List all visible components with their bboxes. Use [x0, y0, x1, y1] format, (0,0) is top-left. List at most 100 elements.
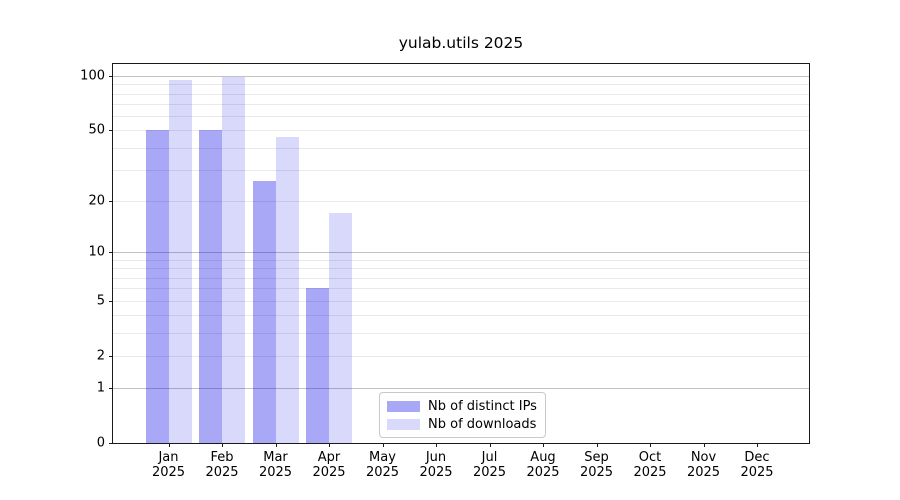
bar-nb-of-downloads: [168, 80, 192, 443]
x-tick-label: Jun 2025: [419, 450, 452, 480]
x-tick-mark: [329, 443, 330, 447]
x-tick-mark: [382, 443, 384, 447]
x-tick-month: Dec: [744, 450, 770, 465]
y-tick-mark: [109, 355, 113, 357]
x-tick-mark: [650, 443, 651, 447]
gridline-minor: [113, 130, 809, 132]
y-tick-label: 20: [88, 193, 105, 209]
x-tick-mark: [703, 443, 705, 447]
legend-label: Nb of downloads: [428, 416, 537, 432]
x-tick-month: Oct: [638, 450, 662, 465]
x-tick-mark: [168, 443, 170, 447]
x-tick-month: Jul: [481, 450, 498, 465]
y-tick-label: 50: [88, 122, 105, 138]
x-tick-year: 2025: [686, 465, 721, 480]
gridline-minor: [113, 169, 809, 171]
y-tick-mark: [109, 300, 113, 302]
x-tick-month: May: [369, 450, 396, 465]
x-tick-year: 2025: [472, 465, 507, 480]
gridline-minor: [113, 315, 809, 316]
x-tick-year: 2025: [419, 465, 453, 480]
x-tick-month: Feb: [210, 450, 234, 465]
bar-nb-of-downloads: [222, 76, 245, 443]
y-tick-label: 100: [80, 68, 105, 84]
gridline-minor: [113, 104, 809, 106]
x-tick-year: 2025: [312, 465, 346, 480]
x-tick-year: 2025: [151, 465, 186, 480]
y-tick-label: 10: [88, 244, 105, 260]
x-tick-label: Sep 2025: [580, 450, 613, 480]
x-tick-month: Mar: [263, 450, 288, 465]
x-tick-mark: [222, 443, 223, 447]
bar-nb-of-distinct-ips: [145, 130, 169, 443]
x-tick-month: Apr: [317, 450, 341, 465]
x-tick-mark: [436, 443, 437, 447]
x-tick-month: Jan: [158, 450, 179, 465]
x-tick-year: 2025: [633, 465, 667, 480]
gridline-minor: [113, 288, 809, 290]
gridline-minor: [113, 300, 809, 302]
y-tick-mark: [109, 443, 113, 444]
gridline-minor: [113, 84, 809, 86]
x-tick-label: May 2025: [366, 450, 399, 480]
x-tick-month: Nov: [690, 450, 717, 465]
y-tick-mark: [109, 387, 113, 389]
x-tick-year: 2025: [579, 465, 614, 480]
gridline-minor: [113, 332, 809, 334]
plot-area: 100 50 20 10 5 2 1 0 Jan 2025 Feb 2025 Mar 2025 Apr 202…: [80, 63, 810, 480]
x-tick-label: Mar 2025: [259, 450, 292, 480]
x-tick-mark: [489, 443, 491, 447]
x-tick-year: 2025: [258, 465, 293, 480]
x-tick-year: 2025: [526, 465, 560, 480]
gridline-minor: [113, 277, 809, 279]
y-tick-label: 0: [96, 435, 105, 451]
gridline-major: [113, 387, 809, 389]
x-tick-label: Jan 2025: [152, 450, 185, 480]
x-tick-year: 2025: [205, 465, 239, 480]
legend-row: Nb of distinct IPs: [387, 399, 538, 414]
x-tick-label: Feb 2025: [205, 450, 238, 480]
x-tick-month: Aug: [530, 450, 556, 465]
y-tick-label: 2: [96, 348, 105, 364]
legend: Nb of distinct IPs Nb of downloads: [379, 392, 546, 438]
y-tick-mark: [109, 200, 113, 202]
x-tick-month: Jun: [425, 450, 447, 465]
gridline-minor: [113, 200, 809, 202]
x-tick-label: Jul 2025: [473, 450, 506, 480]
legend-swatch: [387, 400, 420, 412]
gridline-minor: [113, 268, 809, 270]
x-tick-mark: [757, 443, 758, 447]
y-tick-label: 5: [96, 293, 105, 309]
legend-row: Nb of downloads: [387, 417, 538, 432]
gridline-major: [113, 76, 809, 77]
bar-nb-of-distinct-ips: [252, 180, 276, 443]
gridline-minor: [113, 355, 809, 357]
y-tick-mark: [109, 130, 113, 132]
y-tick-mark: [109, 76, 113, 77]
y-tick-label: 1: [96, 380, 105, 396]
x-tick-mark: [275, 443, 277, 447]
legend-swatch: [387, 418, 420, 430]
bar-nb-of-downloads: [329, 213, 352, 443]
y-tick-mark: [109, 252, 113, 254]
gridline-minor: [113, 116, 809, 118]
gridline-minor: [113, 147, 809, 149]
x-tick-mark: [596, 443, 598, 447]
gridline-minor: [113, 259, 809, 261]
chart-title: yulab.utils 2025: [398, 34, 524, 52]
x-tick-year: 2025: [740, 465, 774, 480]
x-tick-label: Oct 2025: [633, 450, 666, 480]
gridline-minor: [113, 93, 809, 95]
gridline-major: [113, 252, 809, 254]
x-tick-label: Apr 2025: [312, 450, 345, 480]
x-tick-label: Nov 2025: [687, 450, 720, 480]
x-tick-mark: [543, 443, 544, 447]
x-tick-label: Aug 2025: [526, 450, 559, 480]
bar-nb-of-distinct-ips: [199, 130, 222, 443]
bar-nb-of-downloads: [275, 136, 299, 443]
legend-label: Nb of distinct IPs: [428, 398, 537, 414]
x-tick-month: Sep: [584, 450, 609, 465]
bar-nb-of-distinct-ips: [306, 288, 329, 443]
x-tick-label: Dec 2025: [740, 450, 773, 480]
